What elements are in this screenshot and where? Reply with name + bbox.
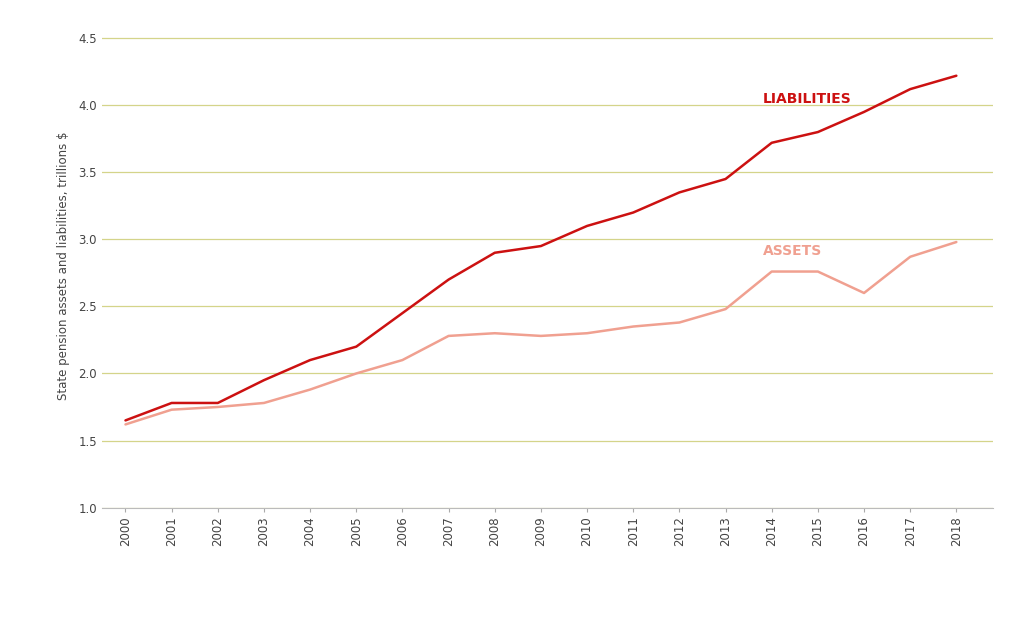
Text: LIABILITIES: LIABILITIES <box>763 92 851 106</box>
Text: ASSETS: ASSETS <box>763 245 821 259</box>
Y-axis label: State pension assets and liabilities, trillions $: State pension assets and liabilities, tr… <box>57 132 70 400</box>
